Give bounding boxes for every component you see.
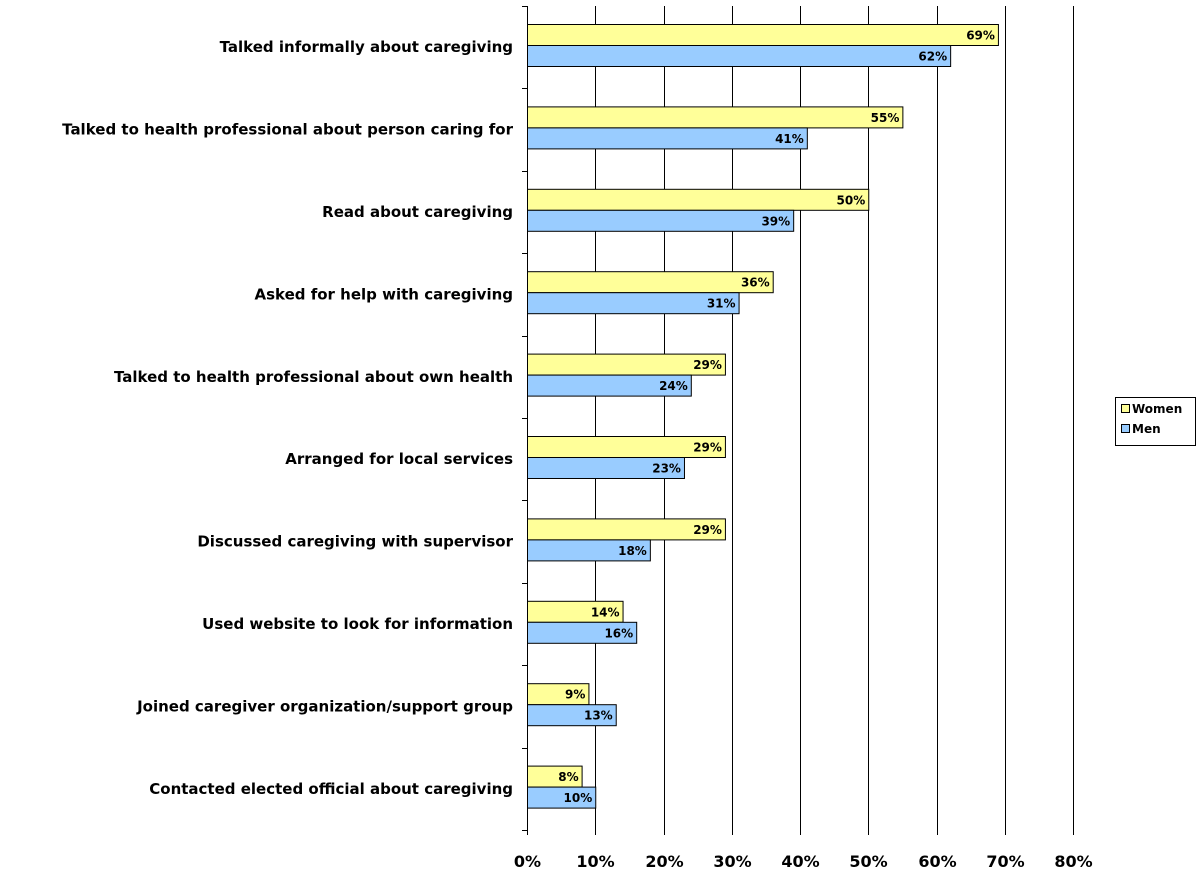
x-tick-label: 20% [645, 852, 683, 871]
bar-women [527, 188, 870, 211]
data-label: 13% [584, 709, 613, 723]
data-label: 69% [966, 29, 995, 43]
category-label: Used website to look for information [202, 615, 513, 633]
data-label: 31% [707, 297, 736, 311]
data-label: 62% [918, 50, 947, 64]
data-label: 36% [741, 276, 770, 290]
data-label: 29% [693, 523, 722, 537]
x-axis: 0% 10% 20% 30% 40% 50% 60% 70% 80% [514, 830, 1093, 871]
data-label: 24% [659, 379, 688, 393]
category-label: Joined caregiver organization/support gr… [136, 697, 513, 715]
category-label: Asked for help with caregiving [254, 285, 513, 303]
data-label: 16% [604, 626, 633, 640]
data-label: 14% [591, 605, 620, 619]
legend-swatch-men [1121, 424, 1130, 433]
data-label: 29% [693, 358, 722, 372]
legend-label-men: Men [1132, 422, 1161, 436]
x-tick-label: 40% [781, 852, 819, 871]
x-tick-label: 10% [576, 852, 614, 871]
category-label: Contacted elected official about caregiv… [149, 780, 513, 798]
legend: Women Men [1115, 397, 1196, 446]
category-label: Read about caregiving [322, 203, 513, 221]
category-label: Talked informally about caregiving [220, 38, 513, 56]
bar-women [527, 106, 904, 129]
category-label: Talked to health professional about pers… [62, 121, 513, 139]
data-label: 18% [618, 544, 647, 558]
x-tick-label: 50% [849, 852, 887, 871]
data-label: 8% [558, 770, 578, 784]
data-label: 9% [565, 688, 585, 702]
legend-swatch-women [1121, 404, 1130, 413]
bars: 69% 62% 55% 41% 50% 39% 36% 31% 29% 24% 29% 23% 29% 1… [527, 24, 999, 809]
data-label: 55% [871, 111, 900, 125]
x-tick-label: 80% [1054, 852, 1092, 871]
bar-men [527, 209, 795, 232]
bar-women [527, 24, 999, 46]
data-label: 41% [775, 132, 804, 146]
category-label: Talked to health professional about own … [114, 368, 513, 386]
legend-label-women: Women [1132, 402, 1182, 416]
category-label: Discussed caregiving with supervisor [197, 533, 513, 551]
data-label: 23% [652, 462, 681, 476]
data-label: 50% [837, 193, 866, 207]
x-tick-label: 0% [514, 852, 541, 871]
x-tick-label: 30% [713, 852, 751, 871]
x-tick-label: 60% [918, 852, 956, 871]
data-label: 39% [761, 214, 790, 228]
category-label: Arranged for local services [285, 450, 513, 468]
data-label: 10% [564, 791, 593, 805]
bar-men [527, 45, 952, 67]
bar-men [527, 127, 808, 150]
bar-women [527, 271, 774, 294]
data-label: 29% [693, 441, 722, 455]
x-tick-label: 70% [986, 852, 1024, 871]
y-axis: Talked informally about caregiving Talked… [62, 6, 528, 831]
